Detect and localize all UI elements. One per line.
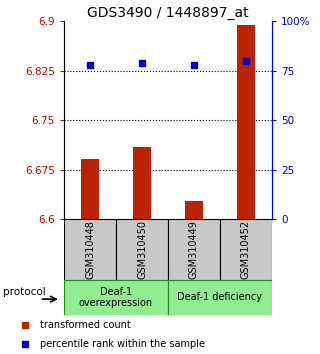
Text: protocol: protocol	[3, 287, 46, 297]
Text: GSM310450: GSM310450	[137, 220, 147, 279]
Bar	[185, 201, 203, 219]
Bar	[237, 24, 255, 219]
Bar	[64, 219, 116, 280]
Bar	[168, 219, 220, 280]
Text: GSM310448: GSM310448	[85, 220, 95, 279]
Bar	[168, 280, 272, 315]
Text: transformed count: transformed count	[40, 320, 131, 330]
Text: percentile rank within the sample: percentile rank within the sample	[40, 339, 205, 349]
Title: GDS3490 / 1448897_at: GDS3490 / 1448897_at	[87, 6, 249, 20]
Text: Deaf-1 deficiency: Deaf-1 deficiency	[178, 292, 262, 302]
Bar	[220, 219, 272, 280]
Bar	[116, 219, 168, 280]
Text: GSM310452: GSM310452	[241, 220, 251, 279]
Bar	[64, 280, 168, 315]
Bar	[81, 159, 99, 219]
Text: Deaf-1
overexpression: Deaf-1 overexpression	[79, 286, 153, 308]
Text: GSM310449: GSM310449	[189, 220, 199, 279]
Bar	[133, 147, 151, 219]
